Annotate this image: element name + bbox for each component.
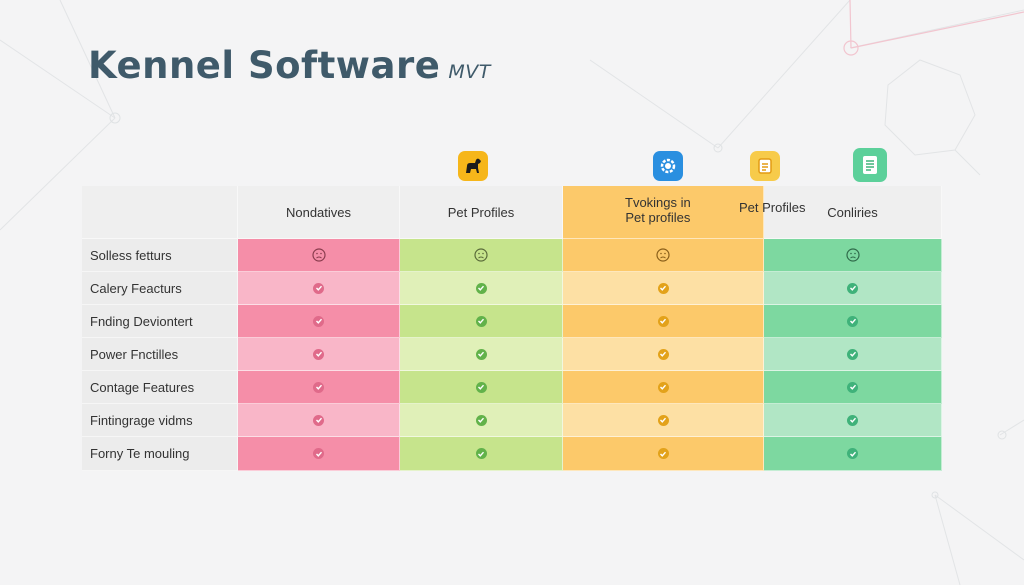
feature-cell — [238, 239, 400, 272]
feature-cell — [238, 371, 400, 404]
checkmark-icon — [313, 381, 324, 393]
page-title: Kennel Software MVT — [88, 44, 491, 87]
row-label-cell: Power Fnctilles — [82, 338, 238, 371]
status-face-icon — [656, 248, 670, 262]
status-face-icon — [845, 248, 860, 262]
checkmark-icon — [475, 381, 487, 393]
comparison-table: Nondatives Pet Profiles Tvokings in Pet pr… — [82, 186, 942, 477]
checkmark-icon — [657, 315, 669, 327]
row-label-cell: Calery Feacturs — [82, 272, 238, 305]
title-main: Kennel Software — [88, 44, 441, 87]
checkmark-icon — [475, 282, 487, 294]
header-corner — [82, 186, 238, 239]
checkmark-icon — [657, 448, 669, 459]
checkmark-icon — [847, 448, 858, 459]
feature-cell — [238, 272, 400, 305]
feature-cell — [400, 305, 563, 338]
checkmark-icon — [475, 348, 487, 360]
column-header-label: Pet Profiles — [447, 204, 515, 220]
feature-cell — [563, 338, 764, 371]
feature-cell — [764, 239, 942, 272]
row-label: Forny Te mouling — [90, 446, 190, 461]
feature-cell — [764, 437, 942, 471]
feature-cell — [563, 272, 764, 305]
feature-cell — [764, 272, 942, 305]
column-header-extra-label: Pet Profiles — [739, 200, 806, 215]
checkmark-icon — [847, 381, 858, 393]
row-label: Power Fnctilles — [90, 346, 179, 362]
feature-cell — [563, 371, 764, 404]
feature-cell — [400, 239, 563, 272]
column-header: Nondatives — [238, 186, 400, 239]
row-label-cell: Forny Te mouling — [82, 437, 238, 471]
row-label: Calery Feacturs — [90, 280, 182, 296]
column-header-label: Conliries — [827, 204, 878, 220]
feature-cell — [238, 437, 400, 471]
feature-cell — [400, 272, 563, 305]
feature-cell — [764, 404, 942, 437]
checkmark-icon — [847, 315, 858, 327]
row-label: Fintingrage vidms — [90, 412, 193, 428]
gear-icon — [653, 151, 683, 181]
column-header-label: Nondatives — [285, 204, 352, 220]
title-suffix: MVT — [448, 61, 491, 83]
feature-cell — [400, 404, 563, 437]
checkmark-icon — [475, 315, 487, 327]
feature-cell — [238, 305, 400, 338]
feature-cell — [400, 437, 563, 471]
checkmark-icon — [475, 414, 487, 426]
checkmark-icon — [657, 348, 669, 360]
checkmark-icon — [847, 348, 858, 360]
note-icon — [750, 151, 780, 181]
feature-cell — [563, 437, 764, 471]
checkmark-icon — [313, 282, 324, 294]
checkmark-icon — [657, 282, 669, 294]
feature-cell — [764, 305, 942, 338]
checkmark-icon — [313, 315, 324, 327]
checkmark-icon — [657, 381, 669, 393]
row-label-cell: Solless fetturs — [82, 239, 238, 272]
feature-cell — [563, 305, 764, 338]
feature-cell — [238, 404, 400, 437]
document-icon — [853, 148, 887, 182]
feature-cell — [400, 338, 563, 371]
checkmark-icon — [475, 448, 487, 459]
feature-cell — [238, 338, 400, 371]
row-label-cell: Contage Features — [82, 371, 238, 404]
dog-icon — [458, 151, 488, 181]
column-header: Tvokings in Pet profiles — [563, 186, 764, 239]
feature-cell — [400, 371, 563, 404]
row-label-cell: Fnding Deviontert — [82, 305, 238, 338]
checkmark-icon — [657, 414, 669, 426]
column-header: Conliries — [764, 186, 942, 239]
checkmark-icon — [313, 448, 324, 459]
feature-cell — [764, 371, 942, 404]
column-header: Pet Profiles — [400, 186, 563, 239]
feature-cell — [563, 239, 764, 272]
column-header-label: Tvokings in Pet profiles — [625, 195, 691, 225]
status-face-icon — [311, 248, 326, 262]
status-face-icon — [474, 248, 488, 262]
row-label: Fnding Deviontert — [90, 313, 193, 329]
feature-cell — [563, 404, 764, 437]
row-label-cell: Fintingrage vidms — [82, 404, 238, 437]
row-label: Solless fetturs — [90, 247, 172, 263]
checkmark-icon — [847, 414, 858, 426]
row-label: Contage Features — [90, 379, 195, 395]
feature-cell — [764, 338, 942, 371]
checkmark-icon — [313, 414, 324, 426]
checkmark-icon — [847, 282, 858, 294]
checkmark-icon — [313, 348, 324, 360]
